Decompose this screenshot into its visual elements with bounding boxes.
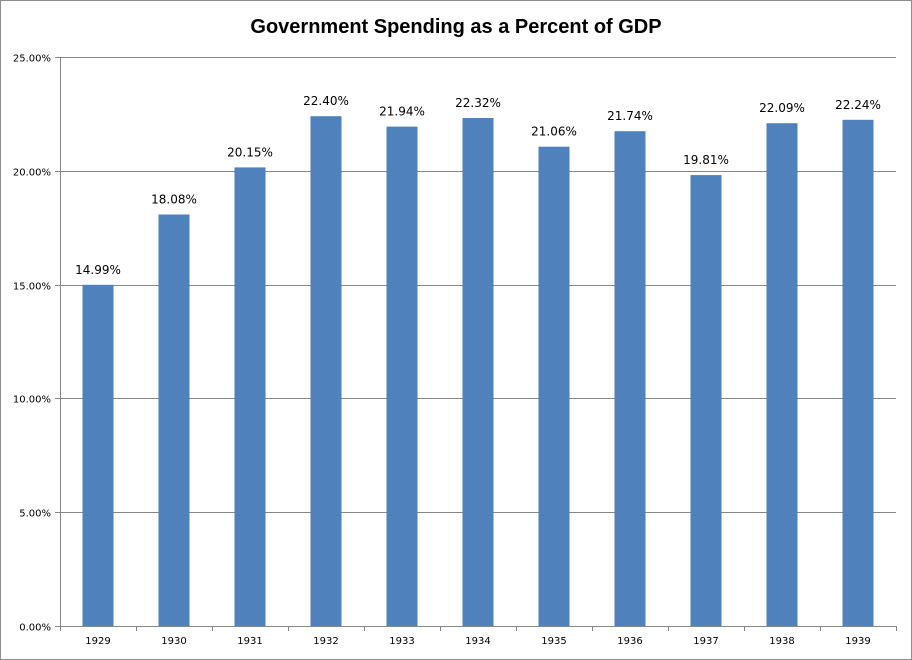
- data-label-1933: 21.94%: [379, 105, 425, 119]
- bars: [82, 116, 874, 627]
- bar-1937: [690, 175, 722, 626]
- x-tick-label-1937: 1937: [693, 636, 718, 647]
- x-tick-label-1939: 1939: [845, 636, 870, 647]
- bar-1933: [386, 126, 418, 626]
- data-label-1932: 22.40%: [303, 94, 349, 108]
- data-label-1930: 18.08%: [151, 193, 197, 207]
- bar-1931: [234, 167, 266, 626]
- data-label-1934: 22.32%: [455, 96, 501, 110]
- data-label-1939: 22.24%: [835, 98, 881, 112]
- bar-1932: [310, 116, 342, 626]
- data-label-1929: 14.99%: [75, 263, 121, 277]
- x-tick-label-1935: 1935: [541, 636, 566, 647]
- y-tick-label: 15.00%: [13, 282, 51, 293]
- data-label-1935: 21.06%: [531, 125, 577, 139]
- y-tick-label: 20.00%: [13, 168, 51, 179]
- x-tick-label-1936: 1936: [617, 636, 642, 647]
- bar-1938: [766, 123, 798, 626]
- y-tick-label: 25.00%: [13, 54, 51, 65]
- x-tick-label-1938: 1938: [769, 636, 794, 647]
- x-tick-label-1930: 1930: [161, 636, 186, 647]
- y-tick-label: 5.00%: [19, 509, 51, 520]
- data-label-1938: 22.09%: [759, 101, 805, 115]
- data-label-1931: 20.15%: [227, 145, 273, 159]
- data-label-1936: 21.74%: [607, 109, 653, 123]
- bar-1930: [158, 214, 190, 626]
- bar-1936: [614, 131, 646, 626]
- x-tick-label-1932: 1932: [313, 636, 338, 647]
- axes: 0.00% 5.00% 10.00% 15.00% 20.00% 25.00% 1929 19…: [13, 54, 897, 647]
- x-tick-label-1931: 1931: [237, 636, 262, 647]
- data-labels: 14.99% 18.08% 20.15% 22.40% 21.94% 22.32% 21.0…: [75, 94, 881, 277]
- bar-1939: [842, 119, 874, 627]
- chart-title: Government Spending as a Percent of GDP: [250, 16, 661, 38]
- bar-1934: [462, 118, 494, 626]
- bar-1929: [82, 284, 114, 626]
- x-tick-label-1929: 1929: [85, 636, 110, 647]
- y-tick-label: 0.00%: [19, 623, 51, 634]
- x-tick-label-1934: 1934: [465, 636, 490, 647]
- y-tick-label: 10.00%: [13, 395, 51, 406]
- x-tick-label-1933: 1933: [389, 636, 414, 647]
- bar-1935: [538, 146, 570, 626]
- data-label-1937: 19.81%: [683, 153, 729, 167]
